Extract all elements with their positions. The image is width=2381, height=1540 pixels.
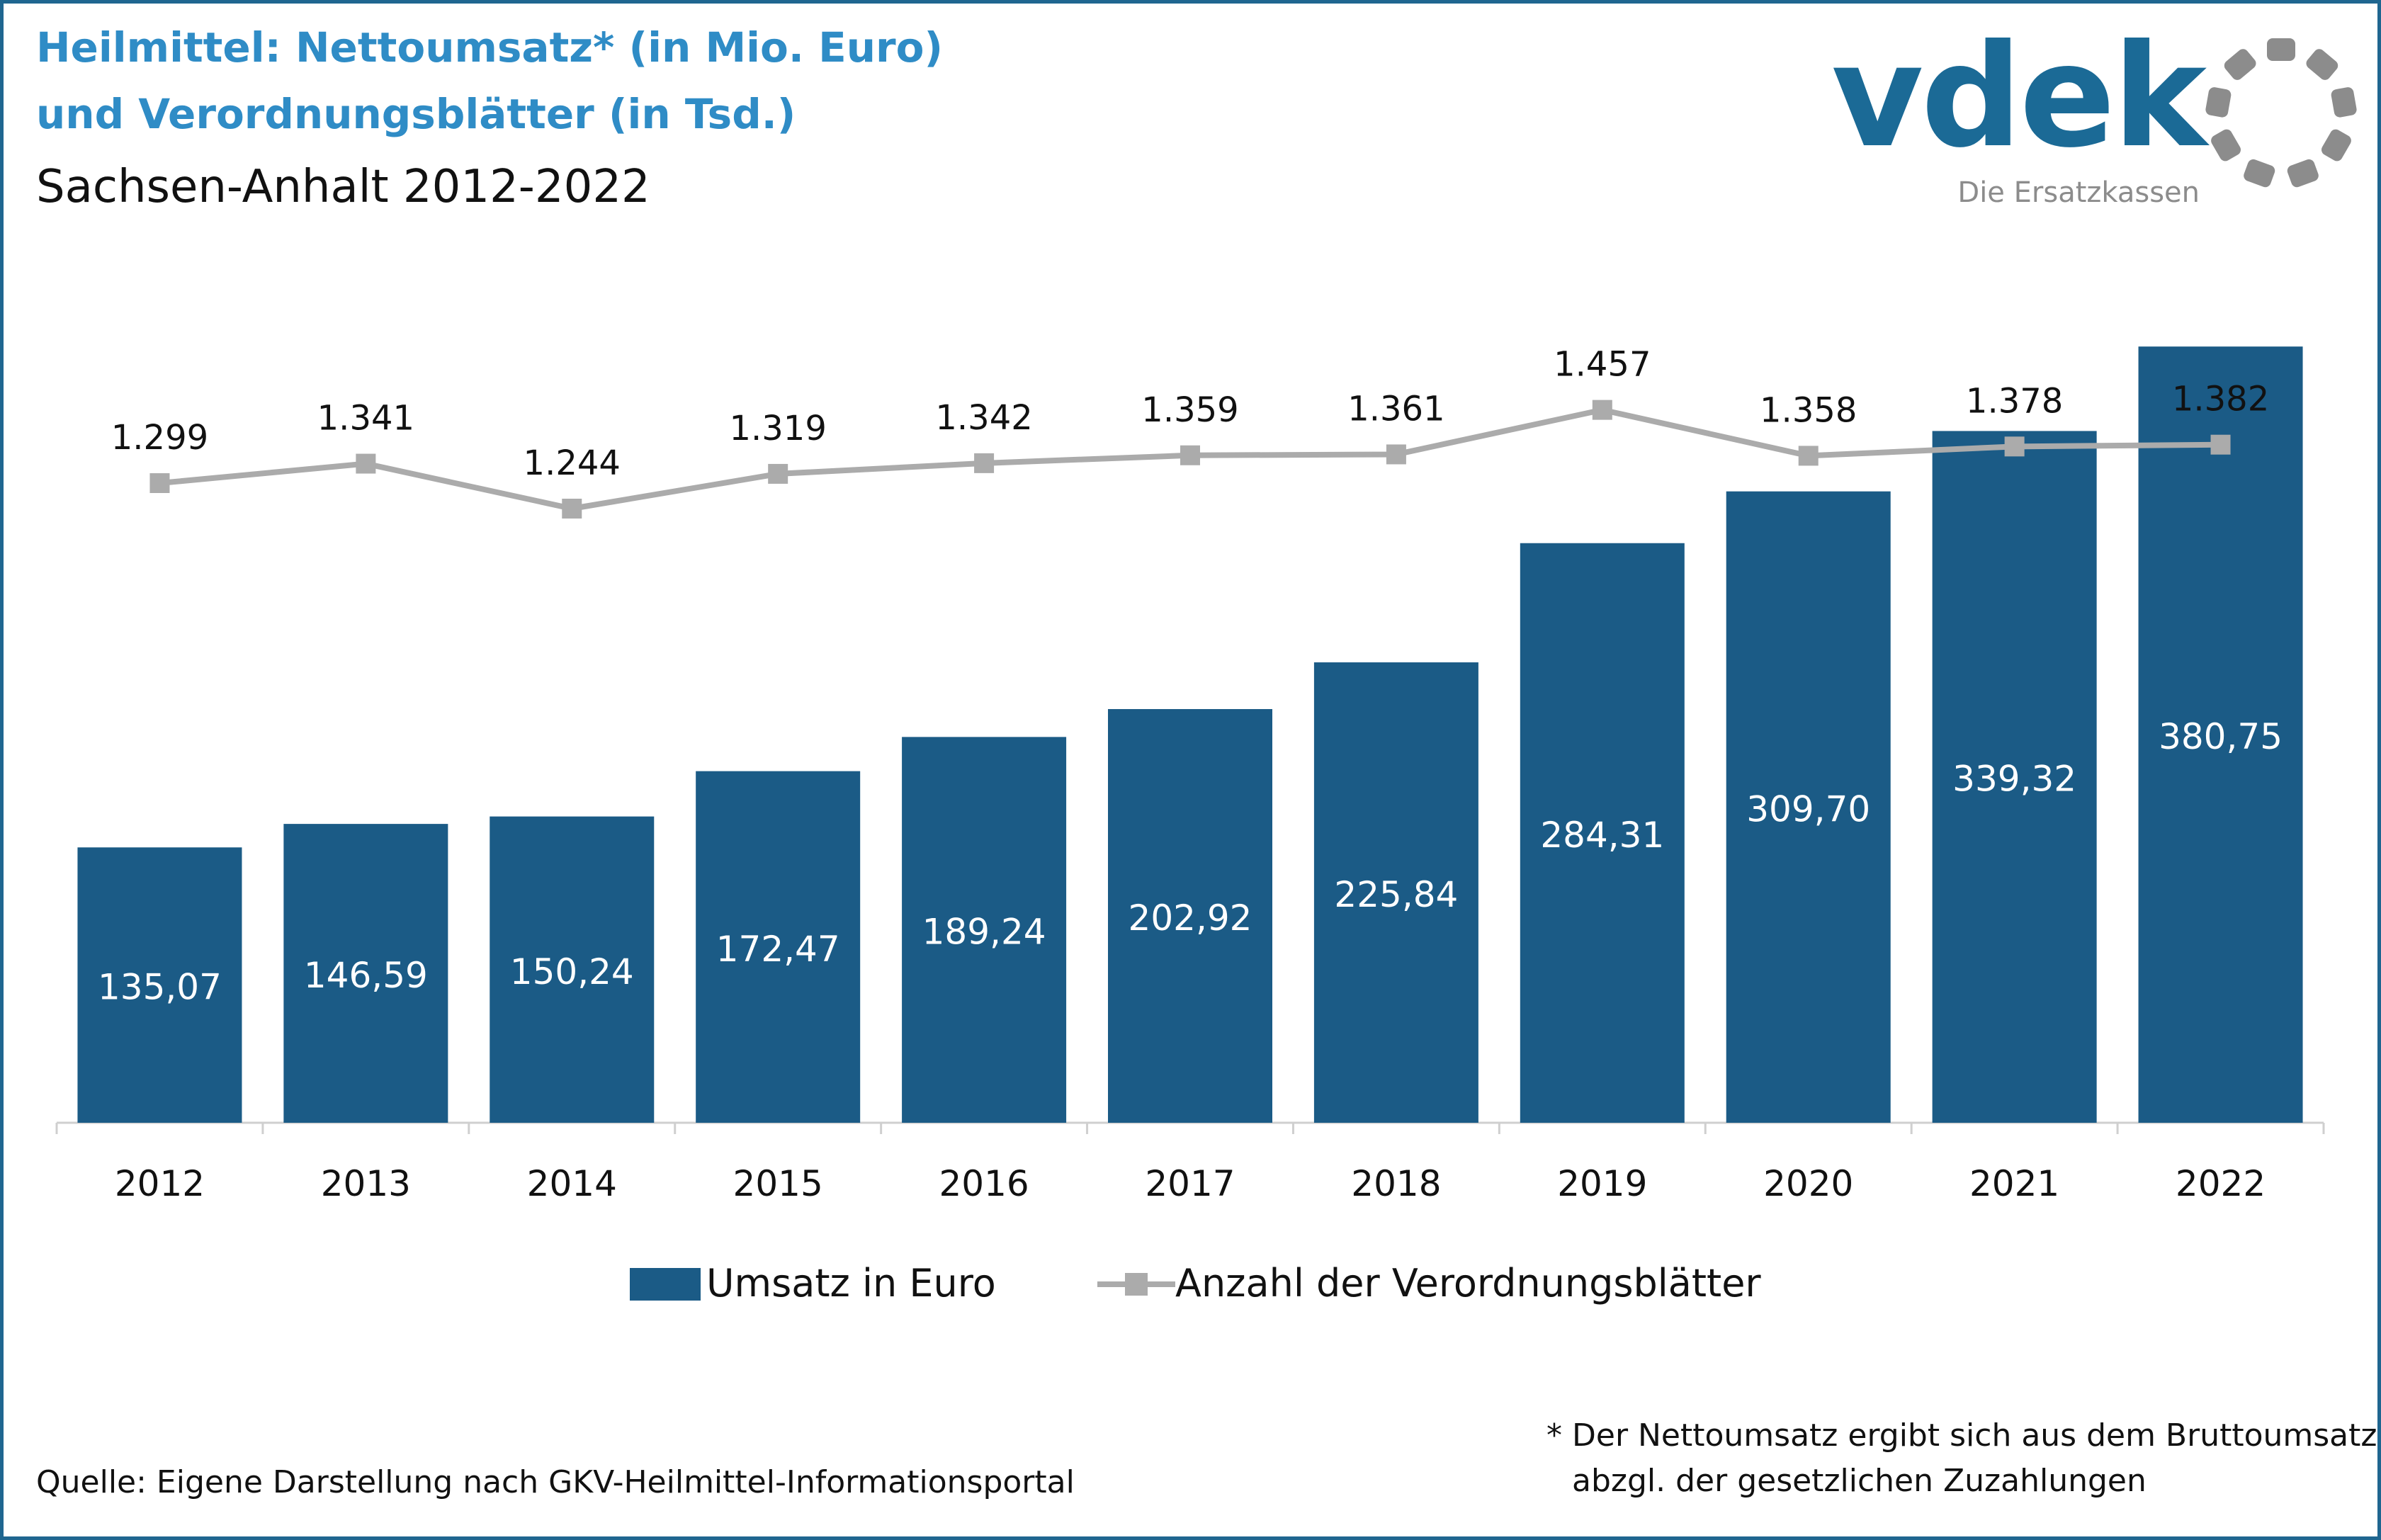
line-point (562, 499, 582, 519)
line-value-label: 1.361 (1347, 389, 1444, 429)
bar-value-label: 284,31 (1540, 815, 1664, 856)
line-value-label: 1.341 (317, 399, 414, 438)
line-point (356, 453, 376, 474)
legend-label-line: Anzahl der Verordnungsblätter (1175, 1261, 1761, 1306)
bar (490, 816, 655, 1123)
bar-value-label: 189,24 (922, 912, 1046, 953)
line-value-label: 1.342 (935, 398, 1032, 438)
logo-tagline: Die Ersatzkassen (1957, 176, 2200, 209)
bar-value-label: 172,47 (716, 929, 840, 970)
bar-value-label: 309,70 (1746, 788, 1870, 830)
line-value-label: 1.378 (1966, 381, 2063, 421)
legend-label-bar: Umsatz in Euro (706, 1261, 996, 1306)
ring-segment (2306, 49, 2338, 80)
line-point (1798, 446, 1819, 466)
footnote: * Der Nettoumsatz ergibt sich aus dem Br… (1546, 1413, 2377, 1504)
bar (2138, 346, 2303, 1123)
ring-segment (2287, 159, 2319, 188)
bar (1520, 543, 1685, 1123)
line-point (2210, 434, 2231, 455)
x-axis-tick-label: 2015 (733, 1163, 823, 1204)
bar (283, 824, 448, 1123)
x-axis-tick-label: 2019 (1557, 1163, 1647, 1204)
line-value-label: 1.358 (1760, 390, 1857, 430)
chart-title-line-2: und Verordnungsblätter (in Tsd.) (36, 90, 796, 138)
ring-segment (2331, 87, 2357, 118)
bar (1108, 708, 1272, 1123)
ring-segment (2244, 159, 2275, 188)
x-axis-tick-label: 2022 (2176, 1163, 2266, 1204)
chart-plot: 135,07 146,59 150,24 172,47 189,24 202,92 225,… (55, 345, 2325, 1204)
bar (696, 771, 861, 1123)
x-axis-ticks (55, 1123, 2325, 1134)
x-axis-tick-label: 2017 (1145, 1163, 1235, 1204)
legend-swatch-line (1097, 1273, 1175, 1296)
x-axis-tick-label: 2014 (527, 1163, 617, 1204)
bar (1932, 431, 2097, 1123)
vdek-logo: vdek Die Ersatzkassen (1831, 25, 2357, 209)
bar-value-label: 202,92 (1129, 898, 1252, 939)
x-axis-tick-label: 2020 (1763, 1163, 1853, 1204)
line-point (149, 473, 170, 494)
x-axis-tick-label: 2016 (939, 1163, 1029, 1204)
line-value-label: 1.299 (111, 418, 208, 458)
line-value-label: 1.319 (729, 409, 826, 448)
bar (1313, 662, 1478, 1123)
x-axis-tick-label: 2013 (321, 1163, 411, 1204)
bar (1726, 491, 1891, 1123)
ring-segment (2211, 129, 2241, 162)
chart-subtitle: Sachsen-Anhalt 2012-2022 (36, 161, 650, 213)
bar (77, 847, 242, 1123)
line-point (2004, 436, 2025, 457)
bar (902, 737, 1067, 1123)
line-point (1386, 444, 1406, 465)
ring-segment (2267, 38, 2295, 61)
line-value-label: 1.382 (2172, 380, 2269, 419)
ring-segment (2205, 87, 2232, 118)
source-note: Quelle: Eigene Darstellung nach GKV-Heil… (36, 1464, 1075, 1500)
x-axis-tick-label: 2018 (1351, 1163, 1441, 1204)
line-value-label: 1.457 (1554, 345, 1651, 385)
bar-value-label: 150,24 (510, 951, 634, 992)
line-point (1180, 445, 1200, 465)
x-axis-tick-label: 2012 (115, 1163, 205, 1204)
line-value-label: 1.359 (1141, 390, 1238, 430)
bar-value-label: 380,75 (2159, 716, 2283, 757)
bar-value-label: 225,84 (1334, 874, 1458, 915)
line-point (974, 453, 995, 473)
footnote-line-1: * Der Nettoumsatz ergibt sich aus dem Br… (1546, 1417, 2377, 1454)
line-value-label: 1.244 (524, 443, 621, 483)
bar-value-label: 146,59 (304, 955, 428, 996)
line-series: 1.299 1.341 1.244 1.319 1.342 1.359 1.361 1.457… (111, 345, 2269, 519)
line-point (1592, 400, 1612, 420)
ring-segment (2321, 129, 2351, 162)
bar-series: 135,07 146,59 150,24 172,47 189,24 202,92 225,… (77, 346, 2303, 1123)
line-point (768, 463, 788, 484)
chart-title-line-1: Heilmittel: Nettoumsatz* (in Mio. Euro) (36, 23, 943, 72)
ring-of-segments-icon (2205, 38, 2357, 188)
bar-value-label: 135,07 (98, 967, 222, 1008)
bar-value-label: 339,32 (1952, 759, 2076, 800)
x-axis-tick-label: 2021 (1969, 1163, 2059, 1204)
ring-segment (2224, 49, 2256, 80)
legend-swatch-bar (630, 1268, 701, 1301)
footnote-line-2: abzgl. der gesetzlichen Zuzahlungen (1572, 1463, 2147, 1499)
x-axis-tick-labels: 2012 2013 2014 2015 2016 2017 2018 2019 2020 2021… (115, 1163, 2266, 1204)
logo-wordmark: vdek (1831, 25, 2210, 179)
